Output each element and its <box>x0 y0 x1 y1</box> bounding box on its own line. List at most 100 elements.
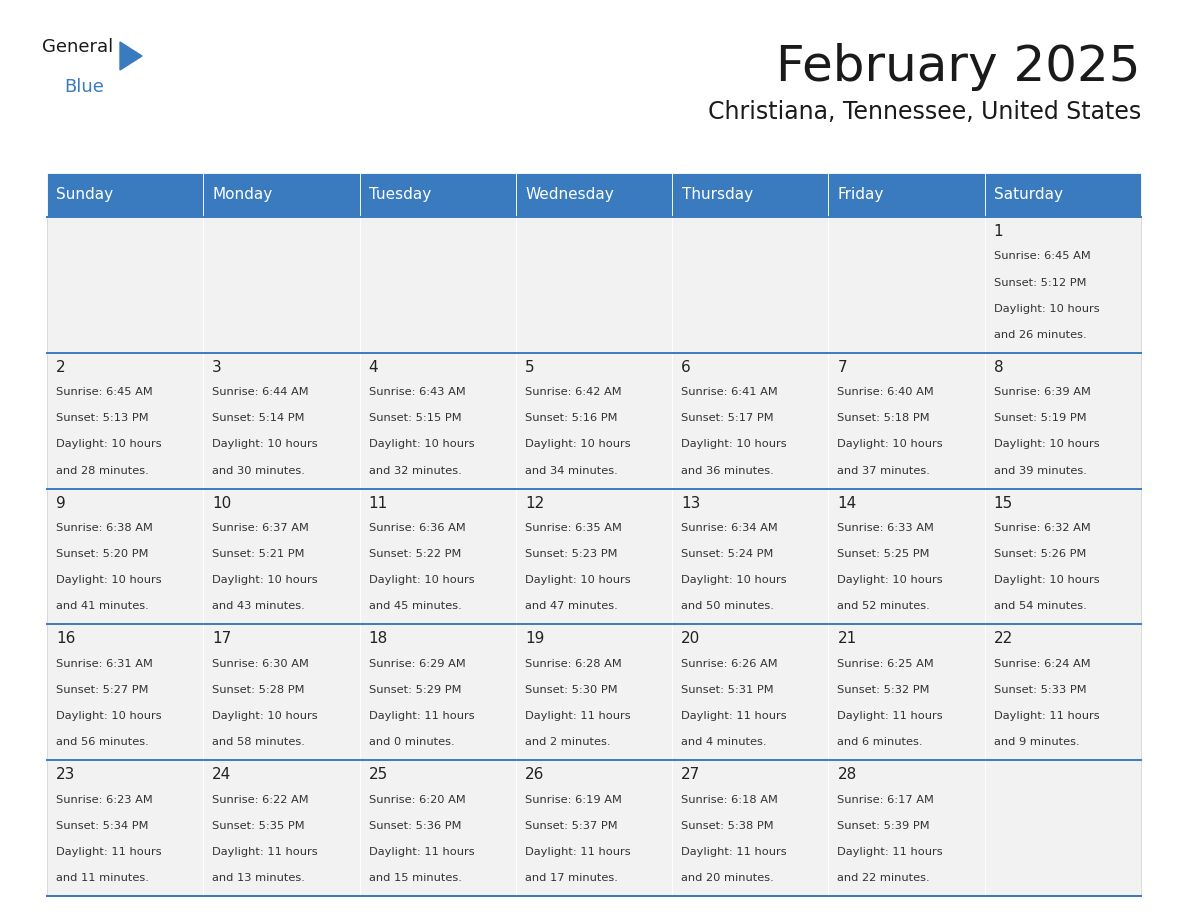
Text: and 20 minutes.: and 20 minutes. <box>681 873 773 883</box>
Bar <box>360 624 516 760</box>
Text: Sunrise: 6:25 AM: Sunrise: 6:25 AM <box>838 659 934 669</box>
Bar <box>828 624 985 760</box>
Text: Daylight: 10 hours: Daylight: 10 hours <box>525 576 631 586</box>
Bar <box>985 353 1140 488</box>
Text: Daylight: 11 hours: Daylight: 11 hours <box>681 711 786 721</box>
Bar <box>985 217 1140 353</box>
Text: Thursday: Thursday <box>682 187 753 203</box>
Text: and 37 minutes.: and 37 minutes. <box>838 465 930 476</box>
Text: Sunrise: 6:34 AM: Sunrise: 6:34 AM <box>681 523 778 533</box>
Text: General: General <box>42 38 113 56</box>
Text: Daylight: 10 hours: Daylight: 10 hours <box>213 576 318 586</box>
Text: and 13 minutes.: and 13 minutes. <box>213 873 305 883</box>
Text: Sunset: 5:21 PM: Sunset: 5:21 PM <box>213 549 305 559</box>
Bar <box>360 353 516 488</box>
Text: Wednesday: Wednesday <box>525 187 614 203</box>
Bar <box>516 760 672 896</box>
Text: 28: 28 <box>838 767 857 782</box>
Text: and 32 minutes.: and 32 minutes. <box>368 465 461 476</box>
Bar <box>48 353 203 488</box>
Text: Sunset: 5:19 PM: Sunset: 5:19 PM <box>993 413 1086 423</box>
Text: 21: 21 <box>838 632 857 646</box>
Text: Daylight: 11 hours: Daylight: 11 hours <box>838 846 943 856</box>
Text: Sunset: 5:32 PM: Sunset: 5:32 PM <box>838 685 930 695</box>
Text: Sunset: 5:13 PM: Sunset: 5:13 PM <box>56 413 148 423</box>
Text: and 4 minutes.: and 4 minutes. <box>681 737 766 747</box>
Text: Friday: Friday <box>838 187 884 203</box>
Text: Daylight: 10 hours: Daylight: 10 hours <box>993 576 1099 586</box>
Text: Sunset: 5:39 PM: Sunset: 5:39 PM <box>838 821 930 831</box>
Text: Sunset: 5:25 PM: Sunset: 5:25 PM <box>838 549 930 559</box>
Text: 14: 14 <box>838 496 857 510</box>
Text: Sunrise: 6:40 AM: Sunrise: 6:40 AM <box>838 387 934 397</box>
Bar <box>828 173 985 217</box>
Text: Daylight: 10 hours: Daylight: 10 hours <box>681 576 786 586</box>
Text: Daylight: 10 hours: Daylight: 10 hours <box>213 440 318 450</box>
Text: 1: 1 <box>993 224 1004 239</box>
Text: Daylight: 10 hours: Daylight: 10 hours <box>838 576 943 586</box>
Bar <box>828 353 985 488</box>
Text: and 6 minutes.: and 6 minutes. <box>838 737 923 747</box>
Bar <box>48 488 203 624</box>
Text: Sunset: 5:26 PM: Sunset: 5:26 PM <box>993 549 1086 559</box>
Text: 7: 7 <box>838 360 847 375</box>
Text: 24: 24 <box>213 767 232 782</box>
Text: Sunset: 5:38 PM: Sunset: 5:38 PM <box>681 821 773 831</box>
Text: Sunrise: 6:31 AM: Sunrise: 6:31 AM <box>56 659 153 669</box>
Bar <box>203 488 360 624</box>
Bar <box>516 173 672 217</box>
Text: 15: 15 <box>993 496 1013 510</box>
Text: 11: 11 <box>368 496 387 510</box>
Bar <box>828 760 985 896</box>
Text: 17: 17 <box>213 632 232 646</box>
Text: Sunset: 5:15 PM: Sunset: 5:15 PM <box>368 413 461 423</box>
Text: Sunrise: 6:24 AM: Sunrise: 6:24 AM <box>993 659 1091 669</box>
Text: 20: 20 <box>681 632 701 646</box>
Bar <box>48 624 203 760</box>
Text: Daylight: 11 hours: Daylight: 11 hours <box>993 711 1099 721</box>
Polygon shape <box>120 42 143 70</box>
Bar <box>672 760 828 896</box>
Text: February 2025: February 2025 <box>777 43 1140 91</box>
Bar <box>985 488 1140 624</box>
Text: Daylight: 10 hours: Daylight: 10 hours <box>213 711 318 721</box>
Text: Sunrise: 6:36 AM: Sunrise: 6:36 AM <box>368 523 466 533</box>
Text: 10: 10 <box>213 496 232 510</box>
Text: Sunrise: 6:18 AM: Sunrise: 6:18 AM <box>681 795 778 804</box>
Text: Sunrise: 6:19 AM: Sunrise: 6:19 AM <box>525 795 621 804</box>
Bar <box>203 624 360 760</box>
Text: Sunrise: 6:30 AM: Sunrise: 6:30 AM <box>213 659 309 669</box>
Text: Monday: Monday <box>213 187 273 203</box>
Bar <box>48 217 203 353</box>
Text: 2: 2 <box>56 360 65 375</box>
Text: Sunset: 5:16 PM: Sunset: 5:16 PM <box>525 413 618 423</box>
Text: and 26 minutes.: and 26 minutes. <box>993 330 1086 340</box>
Text: Sunset: 5:33 PM: Sunset: 5:33 PM <box>993 685 1086 695</box>
Text: Daylight: 10 hours: Daylight: 10 hours <box>993 440 1099 450</box>
Text: and 39 minutes.: and 39 minutes. <box>993 465 1087 476</box>
Text: and 47 minutes.: and 47 minutes. <box>525 601 618 611</box>
Bar <box>516 624 672 760</box>
Text: 13: 13 <box>681 496 701 510</box>
Bar <box>203 353 360 488</box>
Text: Daylight: 11 hours: Daylight: 11 hours <box>838 711 943 721</box>
Text: and 50 minutes.: and 50 minutes. <box>681 601 775 611</box>
Text: and 0 minutes.: and 0 minutes. <box>368 737 454 747</box>
Text: and 52 minutes.: and 52 minutes. <box>838 601 930 611</box>
Text: Sunrise: 6:33 AM: Sunrise: 6:33 AM <box>838 523 934 533</box>
Text: Sunset: 5:36 PM: Sunset: 5:36 PM <box>368 821 461 831</box>
Text: Daylight: 11 hours: Daylight: 11 hours <box>681 846 786 856</box>
Text: Daylight: 10 hours: Daylight: 10 hours <box>993 304 1099 314</box>
Bar <box>672 353 828 488</box>
Text: Sunset: 5:24 PM: Sunset: 5:24 PM <box>681 549 773 559</box>
Bar <box>985 173 1140 217</box>
Text: and 17 minutes.: and 17 minutes. <box>525 873 618 883</box>
Text: Sunrise: 6:22 AM: Sunrise: 6:22 AM <box>213 795 309 804</box>
Text: Sunset: 5:14 PM: Sunset: 5:14 PM <box>213 413 305 423</box>
Text: Daylight: 11 hours: Daylight: 11 hours <box>525 846 631 856</box>
Bar <box>985 624 1140 760</box>
Text: Daylight: 10 hours: Daylight: 10 hours <box>838 440 943 450</box>
Text: and 54 minutes.: and 54 minutes. <box>993 601 1087 611</box>
Text: and 30 minutes.: and 30 minutes. <box>213 465 305 476</box>
Text: and 9 minutes.: and 9 minutes. <box>993 737 1080 747</box>
